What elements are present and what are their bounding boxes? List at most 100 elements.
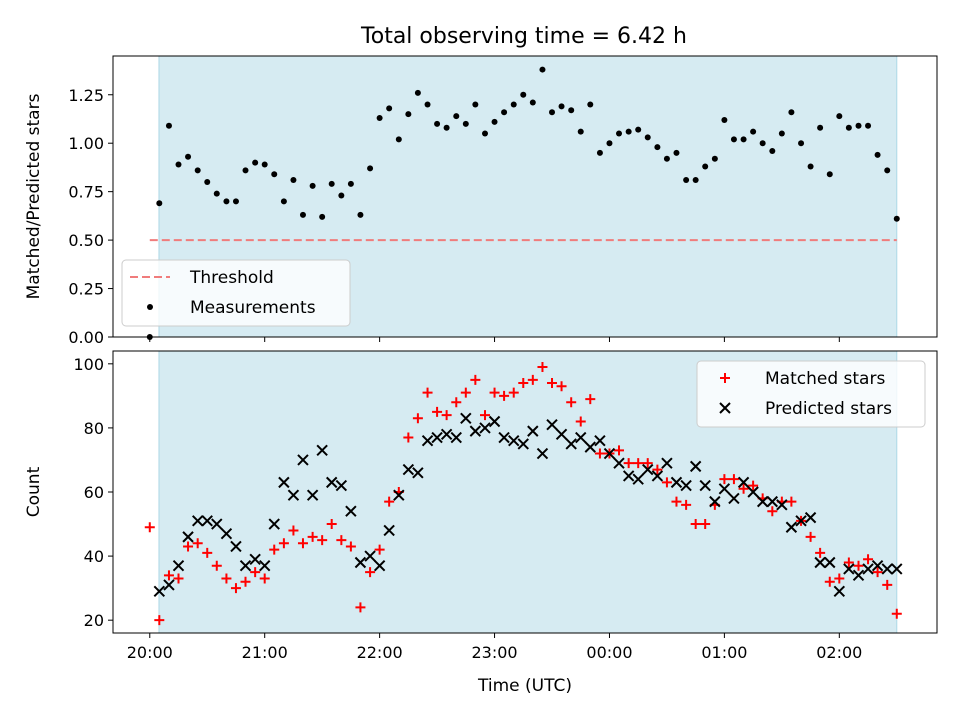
measurement-point — [328, 180, 335, 187]
measurement-point — [357, 211, 364, 218]
matched-point — [154, 615, 165, 626]
y-axis-label: Count — [24, 466, 44, 517]
measurement-point — [204, 178, 211, 185]
measurement-point — [414, 89, 421, 96]
measurement-point — [587, 101, 594, 108]
predicted-point — [249, 553, 261, 566]
matched-point — [767, 506, 778, 517]
measurement-point — [309, 182, 316, 189]
measurement-point — [558, 103, 565, 110]
matched-point — [259, 573, 270, 584]
matched-point — [690, 519, 701, 530]
measurement-point — [740, 136, 747, 143]
measurement-point — [501, 109, 508, 116]
predicted-point — [220, 527, 233, 540]
predicted-point — [201, 515, 213, 527]
matched-point — [815, 547, 826, 558]
predicted-point — [440, 428, 453, 441]
measurement-point — [549, 109, 556, 116]
matched-point — [336, 535, 347, 546]
measurement-point — [750, 128, 757, 135]
y-tick-label: 1.25 — [68, 86, 104, 105]
measurement-point — [778, 130, 785, 137]
measurement-point — [568, 107, 575, 114]
predicted-point — [546, 418, 558, 431]
measurement-point — [606, 140, 613, 147]
predicted-point — [728, 492, 740, 505]
predicted-point — [393, 489, 405, 501]
y-tick-label: 0.00 — [68, 328, 104, 347]
predicted-point — [306, 489, 319, 501]
predicted-point — [460, 412, 472, 425]
matched-point — [269, 544, 280, 555]
measurement-point — [472, 101, 479, 108]
predicted-point — [814, 556, 826, 569]
matched-point — [250, 567, 261, 578]
matched-point — [882, 579, 893, 590]
predicted-point — [469, 425, 482, 437]
matched-point — [719, 474, 730, 485]
x-tick-label: 01:00 — [701, 643, 747, 662]
measurement-point — [156, 200, 163, 207]
y-tick-label: 80 — [84, 419, 104, 438]
matched-point — [288, 525, 299, 536]
measurement-point — [453, 113, 460, 120]
legend: Matched stars Predicted stars — [696, 360, 926, 428]
measurement-point — [692, 177, 699, 184]
matched-point — [355, 602, 366, 613]
predicted-point — [804, 511, 817, 524]
measurement-point — [482, 130, 489, 137]
matched-point — [633, 458, 644, 469]
measurement-point — [539, 66, 546, 73]
measurement-point — [673, 149, 680, 156]
measurement-point — [855, 122, 862, 129]
predicted-point — [776, 499, 788, 511]
predicted-point — [785, 521, 798, 533]
legend-entry-label: Measurements — [190, 298, 316, 318]
x-axis-label: Time (UTC) — [477, 676, 572, 696]
measurement-point — [625, 128, 632, 135]
y-tick-label: 1.00 — [68, 134, 104, 153]
measurement-point — [165, 122, 172, 129]
matched-point — [748, 480, 759, 491]
measurement-point — [491, 118, 498, 125]
predicted-point — [699, 479, 711, 492]
y-tick-label: 60 — [84, 483, 104, 502]
matched-point — [144, 522, 155, 533]
matched-point — [432, 406, 443, 417]
legend-predicted-swatch — [719, 402, 731, 414]
measurement-point — [338, 192, 345, 199]
y-tick-label: 0.25 — [68, 280, 104, 299]
matched-point — [211, 560, 222, 571]
matched-point — [872, 567, 883, 578]
matched-point — [728, 474, 739, 485]
legend-matched-swatch — [720, 373, 730, 383]
matched-point — [480, 410, 491, 421]
measurement-point — [299, 211, 306, 218]
matched-point — [441, 410, 452, 421]
matched-point — [585, 394, 596, 405]
legend-entry-label: Threshold — [189, 268, 274, 288]
predicted-point — [153, 585, 166, 598]
matched-point — [853, 560, 864, 571]
matched-point — [575, 416, 586, 427]
matched-point — [278, 538, 289, 549]
matched-point — [527, 374, 538, 385]
predicted-point — [191, 515, 204, 527]
measurement-point — [367, 165, 374, 172]
measurement-point — [845, 124, 852, 131]
matched-point — [614, 445, 625, 456]
matched-point — [470, 374, 481, 385]
matched-point — [518, 378, 529, 389]
measurement-point — [510, 101, 517, 108]
measurement-point — [261, 161, 268, 168]
matched-point — [230, 583, 241, 594]
measurement-point — [520, 91, 527, 98]
measurement-point — [798, 140, 805, 147]
x-tick-label: 22:00 — [357, 643, 403, 662]
matched-point — [403, 432, 414, 443]
measurement-point — [635, 126, 642, 133]
predicted-point — [517, 438, 529, 450]
predicted-point — [565, 438, 577, 450]
measurement-point — [577, 128, 584, 135]
